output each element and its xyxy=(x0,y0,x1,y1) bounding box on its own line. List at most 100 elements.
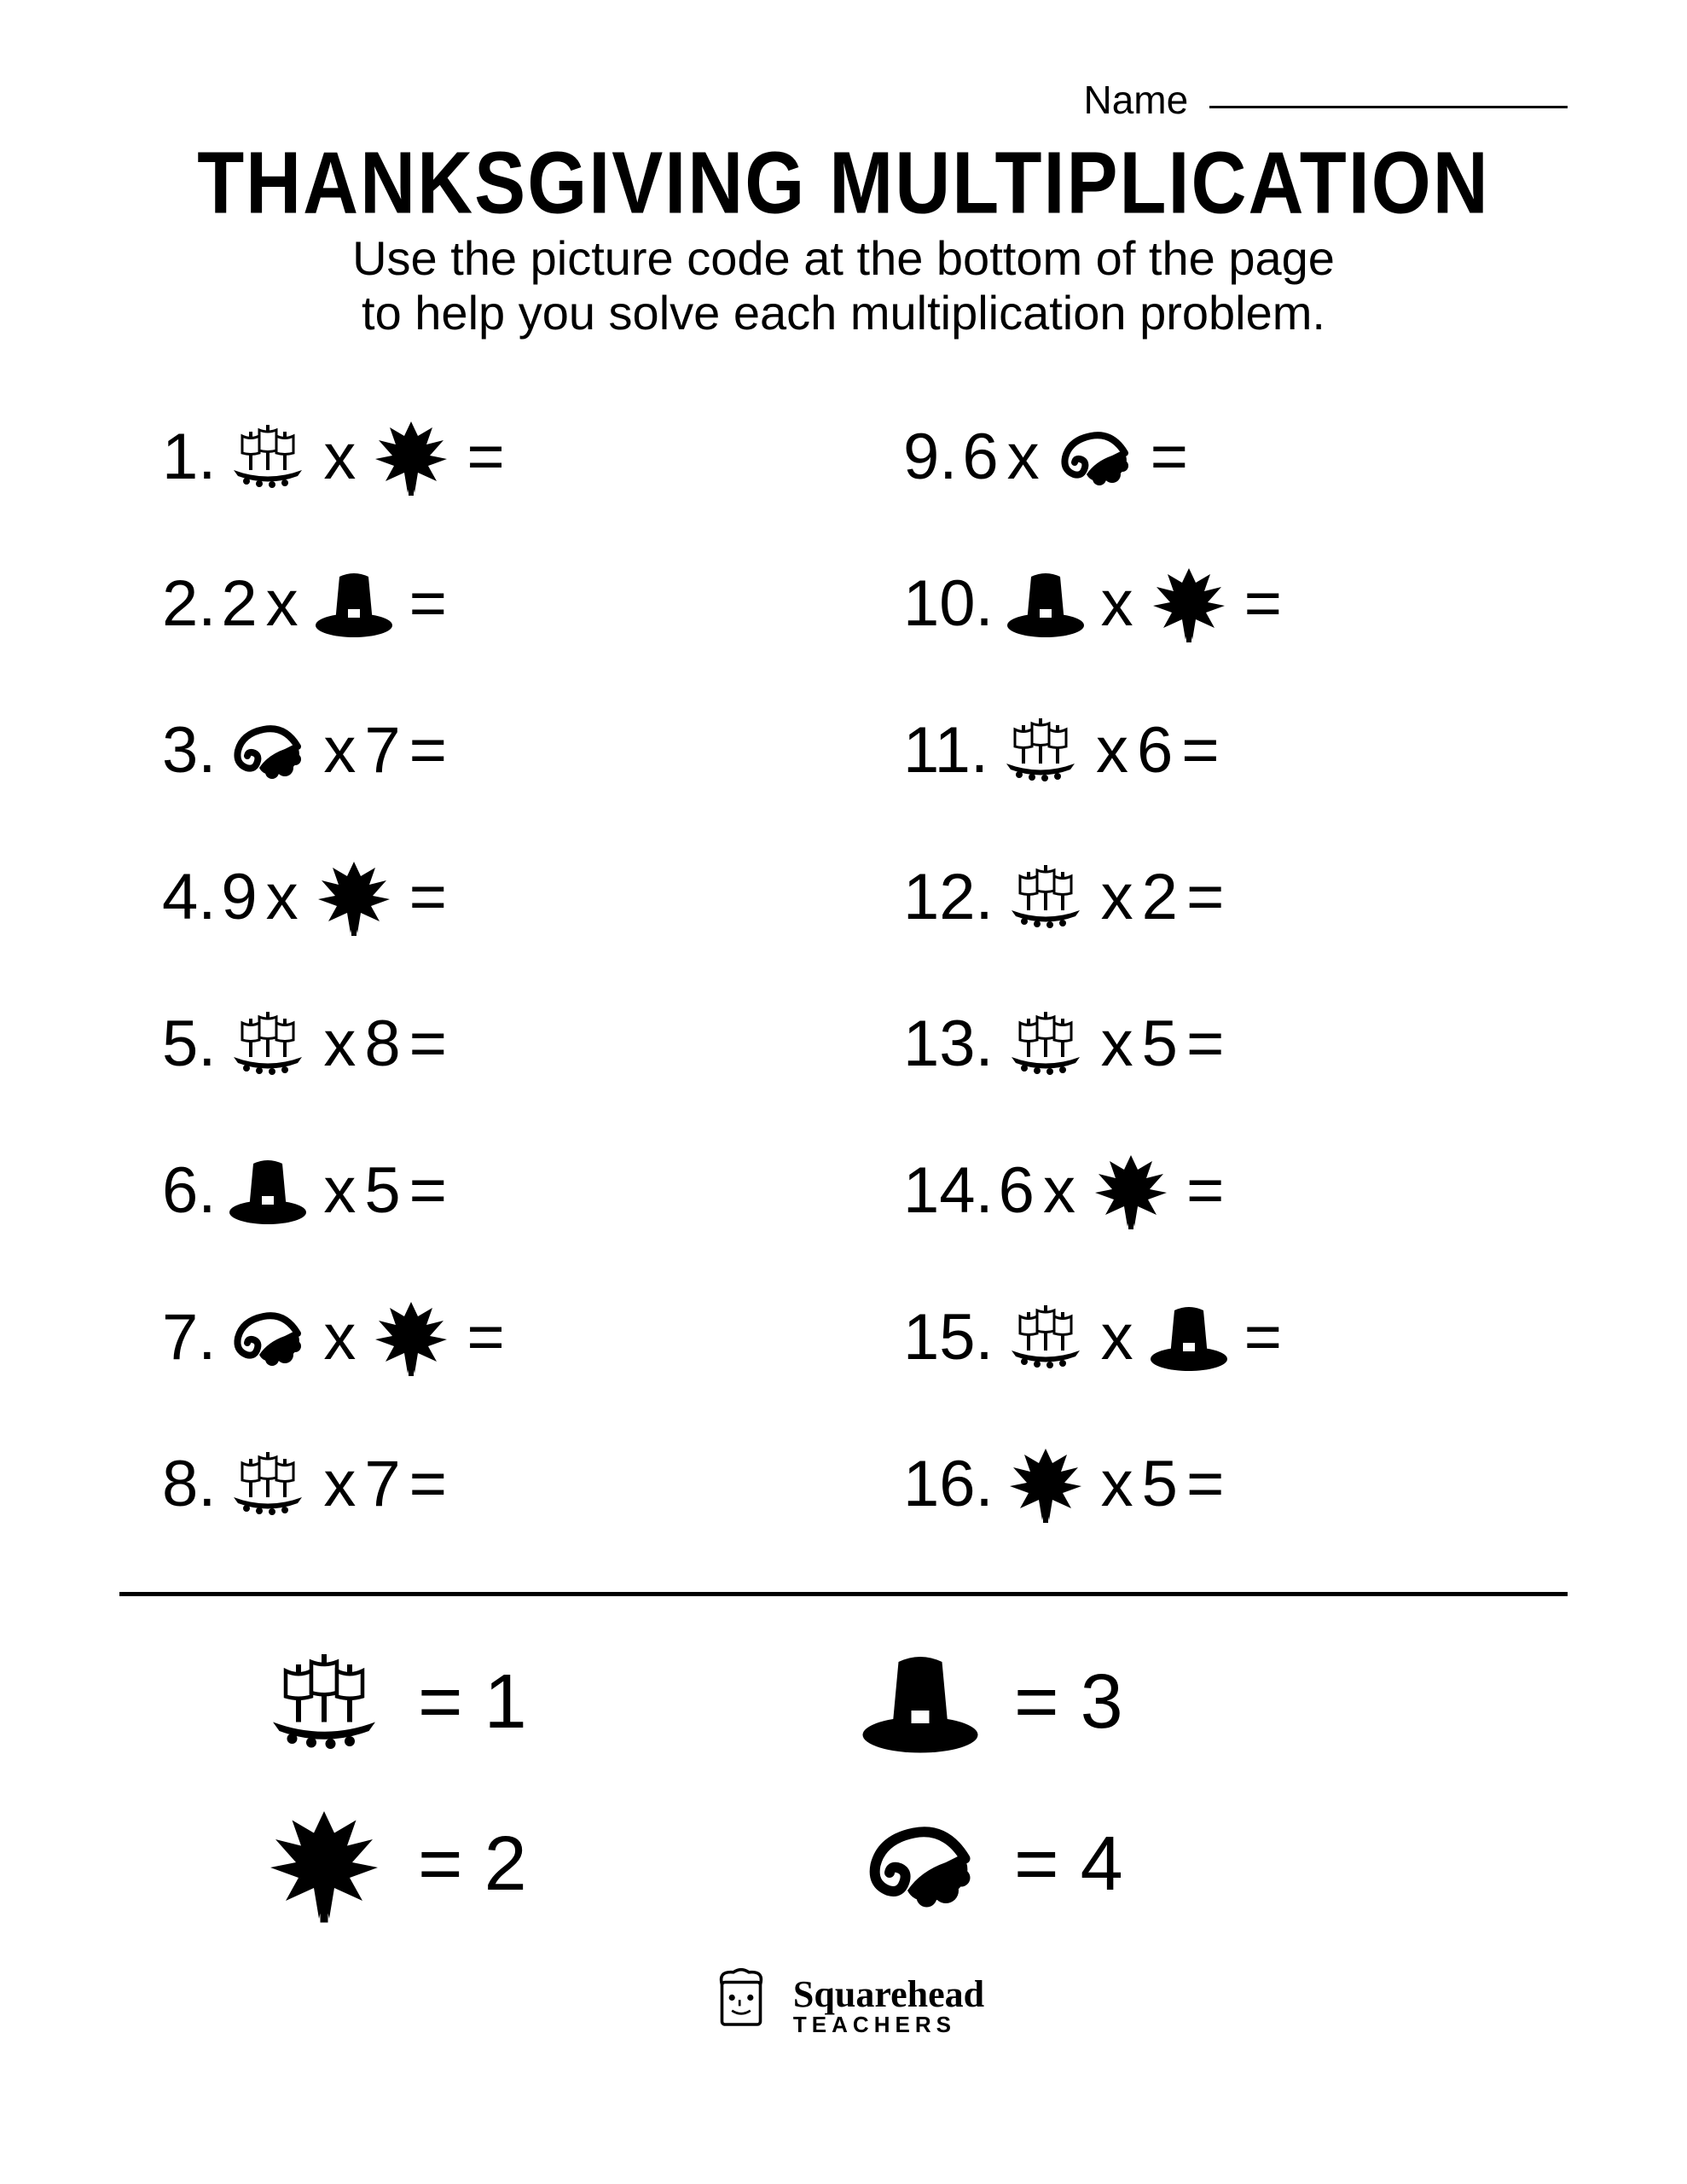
equals-op: = xyxy=(467,420,504,494)
problem-row: 13. x 5 = xyxy=(903,971,1542,1118)
ship-icon xyxy=(221,1442,315,1527)
operand-text: 8 xyxy=(364,1007,400,1081)
equals-op: = xyxy=(467,1300,504,1374)
problem-row: 10. x = xyxy=(903,531,1542,677)
name-input-line[interactable] xyxy=(1209,106,1568,108)
hat-icon xyxy=(1142,1295,1236,1380)
problem-number: 7. xyxy=(162,1300,216,1374)
leaf-icon xyxy=(1084,1148,1178,1234)
hat-icon xyxy=(844,1639,997,1767)
multiply-op: x xyxy=(1101,1007,1133,1081)
problem-number: 1. xyxy=(162,420,216,494)
ship-icon xyxy=(994,708,1087,793)
picture-code-legend: = 1 = 3 = 2 = 4 xyxy=(111,1639,1576,1929)
problem-row: 7. x = xyxy=(162,1264,801,1411)
operand-text: 7 xyxy=(364,1447,400,1521)
equals-op: = xyxy=(1244,566,1282,641)
operand-text: 2 xyxy=(221,566,257,641)
legend-equals: = 1 xyxy=(418,1658,527,1746)
multiply-op: x xyxy=(1007,420,1040,494)
problem-number: 6. xyxy=(162,1153,216,1228)
operand-text: 5 xyxy=(1142,1007,1178,1081)
multiply-op: x xyxy=(323,1007,356,1081)
multiply-op: x xyxy=(323,1447,356,1521)
problems-right-column: 9. 6 x = 10. x = 11. x 6 = 12. x 2 = 13.… xyxy=(903,384,1542,1558)
ship-icon xyxy=(247,1639,401,1767)
problem-row: 11. x 6 = xyxy=(903,677,1542,824)
legend-item: = 4 xyxy=(844,1801,1440,1929)
ship-icon xyxy=(999,1295,1093,1380)
equals-op: = xyxy=(409,713,447,787)
problem-row: 3. x 7 = xyxy=(162,677,801,824)
cornucopia-icon xyxy=(221,708,315,793)
leaf-icon xyxy=(307,855,401,940)
multiply-op: x xyxy=(266,566,299,641)
multiply-op: x xyxy=(323,1153,356,1228)
multiply-op: x xyxy=(266,860,299,934)
ship-icon xyxy=(999,1002,1093,1087)
problem-row: 1. x = xyxy=(162,384,801,531)
name-label: Name xyxy=(1084,78,1189,122)
problem-row: 2. 2 x = xyxy=(162,531,801,677)
equals-op: = xyxy=(1186,1007,1224,1081)
equals-op: = xyxy=(1244,1300,1282,1374)
equals-op: = xyxy=(1186,1447,1224,1521)
equals-op: = xyxy=(409,1153,447,1228)
footer-logo: Squarehead TEACHERS xyxy=(703,1963,984,2048)
multiply-op: x xyxy=(1101,566,1133,641)
cornucopia-icon xyxy=(1048,415,1142,500)
leaf-icon xyxy=(247,1801,401,1929)
hat-icon xyxy=(307,561,401,647)
problem-row: 6. x 5 = xyxy=(162,1118,801,1264)
problem-number: 12. xyxy=(903,860,994,934)
problem-number: 13. xyxy=(903,1007,994,1081)
operand-text: 9 xyxy=(221,860,257,934)
problem-row: 15. x = xyxy=(903,1264,1542,1411)
leaf-icon xyxy=(1142,561,1236,647)
ship-icon xyxy=(999,855,1093,940)
page-subtitle: Use the picture code at the bottom of th… xyxy=(161,231,1526,341)
ship-icon xyxy=(221,415,315,500)
problem-number: 11. xyxy=(903,713,988,787)
operand-text: 6 xyxy=(999,1153,1035,1228)
problems-left-column: 1. x = 2. 2 x = 3. x 7 = 4. 9 x = 5. x 8… xyxy=(162,384,801,1558)
section-divider xyxy=(119,1592,1568,1596)
problem-number: 10. xyxy=(903,566,994,641)
problem-number: 9. xyxy=(903,420,957,494)
multiply-op: x xyxy=(1096,713,1128,787)
operand-text: 6 xyxy=(962,420,998,494)
multiply-op: x xyxy=(1101,860,1133,934)
problem-row: 4. 9 x = xyxy=(162,824,801,971)
footer-brand: Squarehead xyxy=(793,1976,984,2013)
problems-grid: 1. x = 2. 2 x = 3. x 7 = 4. 9 x = 5. x 8… xyxy=(111,384,1576,1558)
multiply-op: x xyxy=(1101,1447,1133,1521)
multiply-op: x xyxy=(323,713,356,787)
problem-number: 5. xyxy=(162,1007,216,1081)
worksheet-page: Name Thanksgiving Multiplication Use the… xyxy=(0,0,1687,2184)
problem-number: 3. xyxy=(162,713,216,787)
multiply-op: x xyxy=(1043,1153,1075,1228)
equals-op: = xyxy=(1186,1153,1224,1228)
name-field-row: Name xyxy=(111,77,1576,123)
legend-item: = 1 xyxy=(247,1639,844,1767)
operand-text: 7 xyxy=(364,713,400,787)
legend-item: = 2 xyxy=(247,1801,844,1929)
multiply-op: x xyxy=(323,1300,356,1374)
legend-equals: = 2 xyxy=(418,1821,527,1908)
legend-equals: = 4 xyxy=(1014,1821,1123,1908)
equals-op: = xyxy=(409,860,447,934)
footer: Squarehead TEACHERS xyxy=(111,1963,1576,2048)
operand-text: 5 xyxy=(364,1153,400,1228)
multiply-op: x xyxy=(1101,1300,1133,1374)
page-title: Thanksgiving Multiplication xyxy=(111,133,1576,234)
multiply-op: x xyxy=(323,420,356,494)
problem-number: 2. xyxy=(162,566,216,641)
equals-op: = xyxy=(1186,860,1224,934)
leaf-icon xyxy=(364,415,458,500)
cornucopia-icon xyxy=(844,1801,997,1929)
problem-row: 5. x 8 = xyxy=(162,971,801,1118)
problem-number: 15. xyxy=(903,1300,994,1374)
problem-number: 4. xyxy=(162,860,216,934)
equals-op: = xyxy=(409,1007,447,1081)
problem-row: 16. x 5 = xyxy=(903,1411,1542,1558)
